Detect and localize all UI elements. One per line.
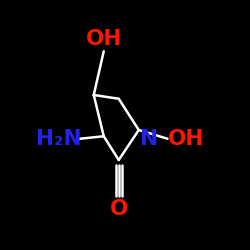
Text: O: O — [110, 199, 128, 219]
Text: N: N — [140, 129, 158, 149]
Text: H₂N: H₂N — [36, 129, 82, 149]
Text: OH: OH — [168, 129, 204, 149]
Text: OH: OH — [86, 29, 122, 49]
